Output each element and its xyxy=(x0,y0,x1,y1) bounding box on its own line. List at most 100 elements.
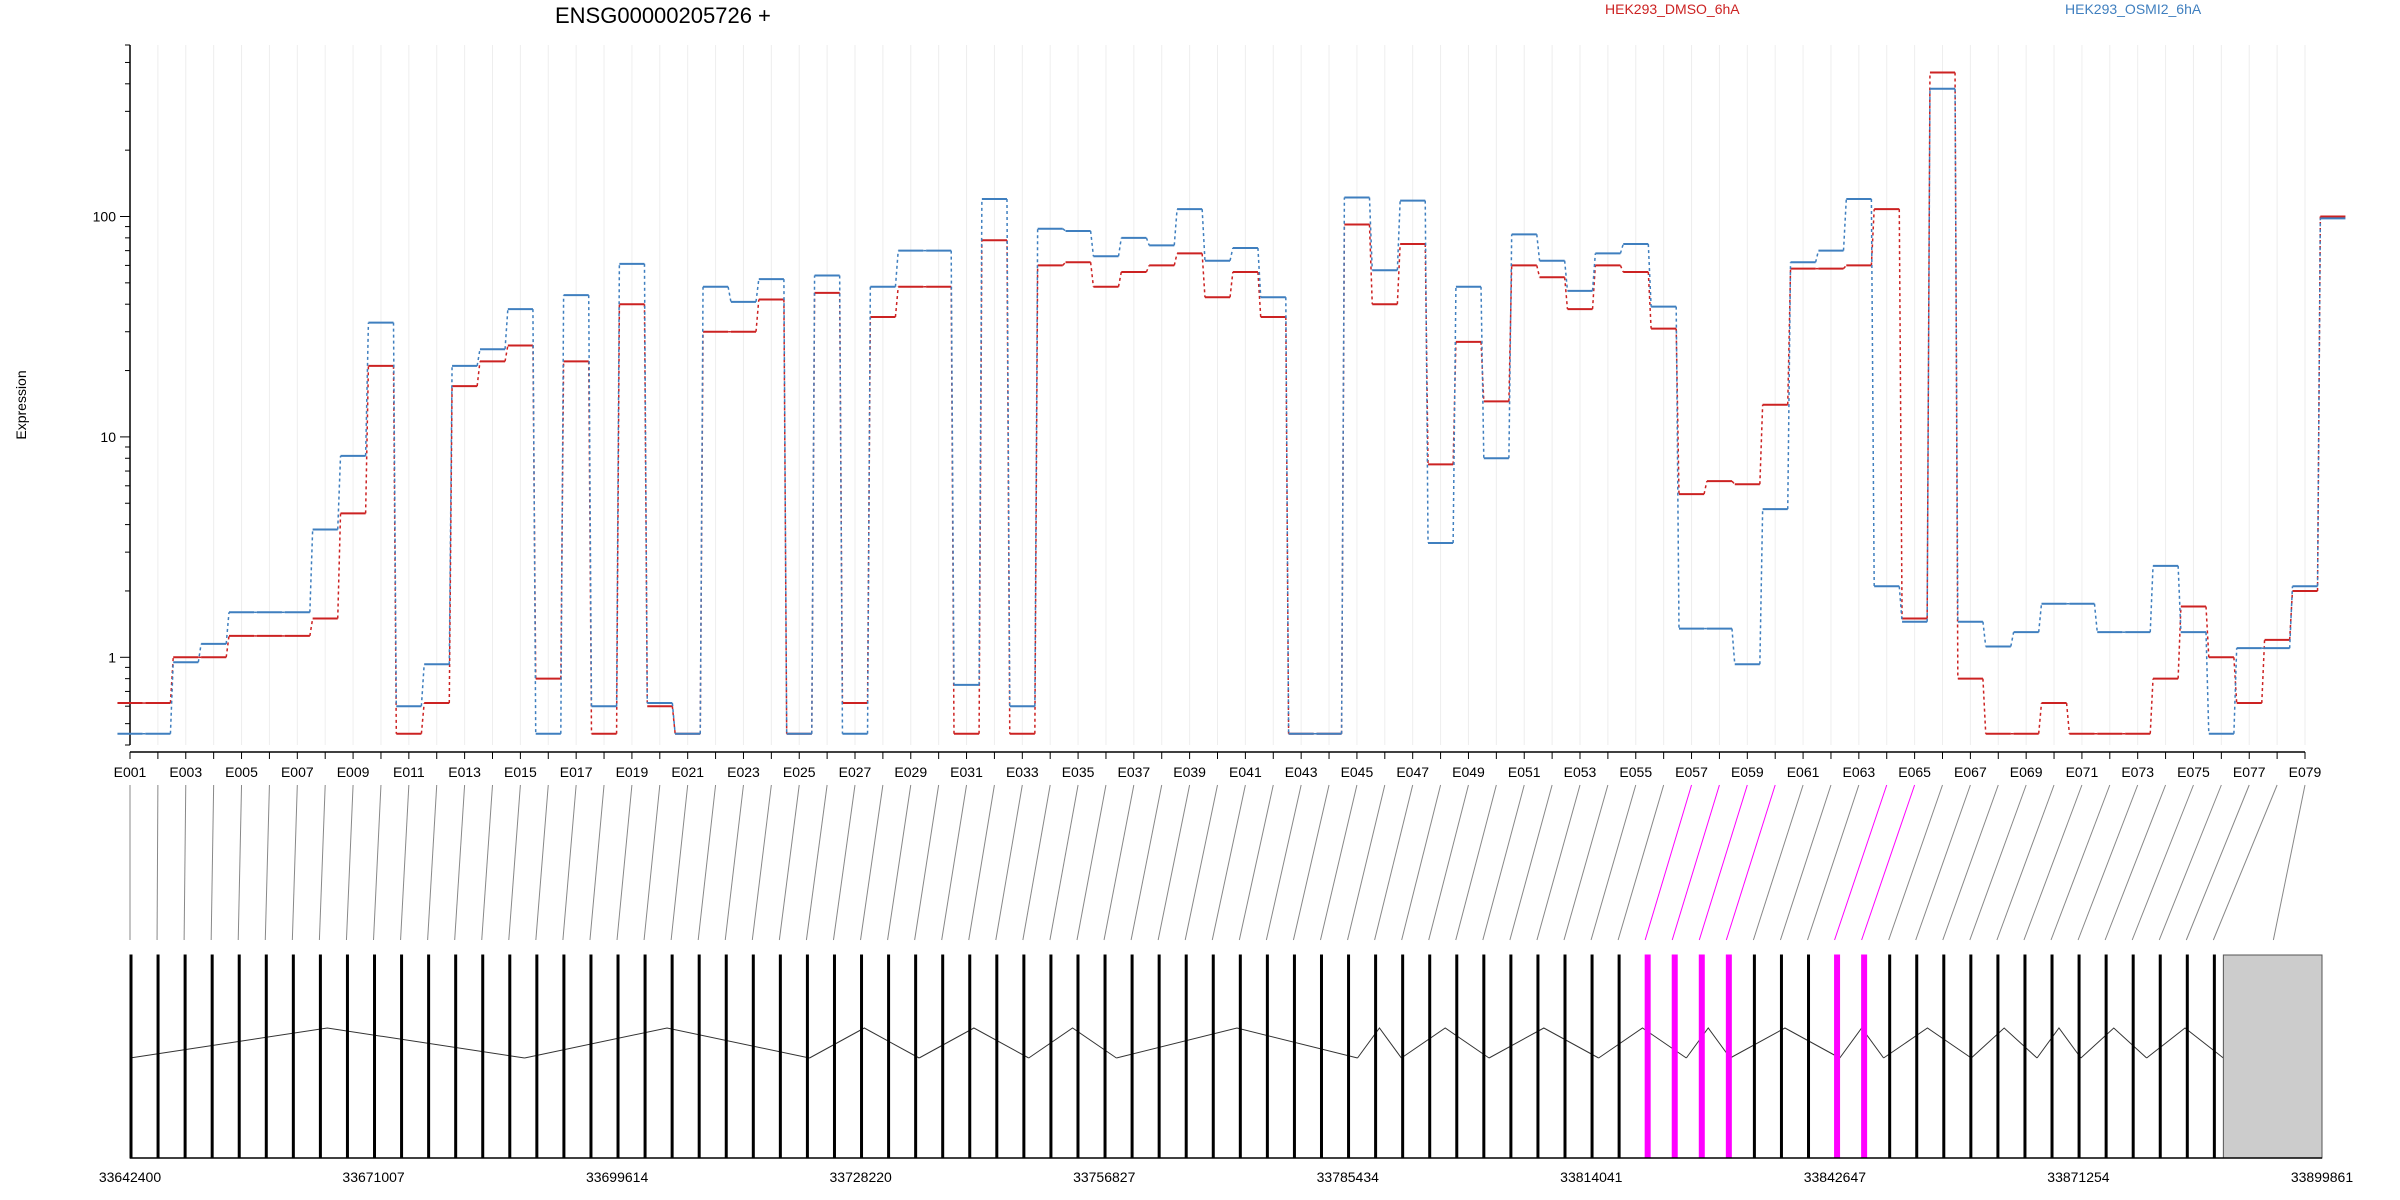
exon-box xyxy=(183,954,187,1159)
exon-box xyxy=(400,954,404,1159)
exon-tick-label: E031 xyxy=(950,764,983,780)
exon-tick-label: E049 xyxy=(1452,764,1485,780)
step-connector xyxy=(1340,197,1346,734)
step-connector xyxy=(1814,250,1820,263)
exon-box-highlighted xyxy=(1834,954,1841,1159)
exon-box xyxy=(1590,954,1594,1159)
exon-tick-label: E029 xyxy=(894,764,927,780)
intron-line xyxy=(1598,1027,1687,1059)
step-connector xyxy=(838,275,844,734)
exon-tick-label: E057 xyxy=(1675,764,1708,780)
exon-box xyxy=(1049,954,1053,1159)
step-connector xyxy=(1842,199,1848,251)
step-connector xyxy=(1982,678,1987,734)
connector xyxy=(724,784,744,941)
step-connector xyxy=(1759,404,1764,485)
step-connector xyxy=(1117,237,1123,257)
exon-box xyxy=(2050,954,2054,1159)
connector xyxy=(2077,784,2139,941)
exon-box xyxy=(508,954,512,1159)
exon-box xyxy=(1292,954,1296,1159)
connector xyxy=(1779,784,1832,941)
exon-box xyxy=(724,954,728,1159)
connector xyxy=(400,784,410,941)
intron-line xyxy=(1883,1027,1972,1059)
connector xyxy=(1807,784,1860,941)
exon-box xyxy=(670,954,674,1159)
step-connector xyxy=(2149,565,2154,633)
connector xyxy=(1401,784,1442,941)
connector xyxy=(941,784,968,941)
exon-box xyxy=(2158,954,2162,1159)
step-connector xyxy=(1926,88,1931,622)
connector xyxy=(778,784,800,941)
step-connector xyxy=(1731,480,1736,485)
legend-entry-osmi2: HEK293_OSMI2_6hA xyxy=(2065,1,2202,17)
figure-title: ENSG00000205726 + xyxy=(555,3,771,28)
genomic-coordinate-axis: 33642400 33671007 33699614 33728220 33756827… xyxy=(99,1169,2354,1185)
intron-line xyxy=(1729,1027,1841,1059)
connector xyxy=(318,784,326,941)
step-connector xyxy=(727,286,732,302)
step-connector xyxy=(1368,224,1374,305)
connector xyxy=(1130,784,1163,941)
exon-box xyxy=(1130,954,1134,1159)
step-connector xyxy=(615,263,621,707)
step-connector xyxy=(1786,262,1792,510)
exon-box xyxy=(1374,954,1378,1159)
intron-line xyxy=(1028,1027,1117,1059)
exon-box xyxy=(1022,954,1026,1159)
step-connector xyxy=(476,361,481,387)
step-connector xyxy=(978,199,983,685)
exon-box xyxy=(697,954,701,1159)
step-connector xyxy=(2316,218,2322,587)
intron-line xyxy=(129,1027,525,1059)
connector xyxy=(805,784,828,941)
step-connector xyxy=(2010,632,2015,647)
step-connector xyxy=(1396,244,1401,305)
series-osmi2 xyxy=(117,87,2346,735)
connector xyxy=(1347,784,1386,941)
exon-tick-label: E023 xyxy=(727,764,760,780)
exon-box xyxy=(941,954,945,1159)
step-connector xyxy=(1452,286,1457,544)
coordinate-label: 33899861 xyxy=(2291,1169,2354,1185)
step-connector xyxy=(1536,265,1541,278)
exon-tick-label: E047 xyxy=(1396,764,1429,780)
exon-box xyxy=(1265,954,1269,1159)
exon-box xyxy=(237,954,241,1159)
step-connector xyxy=(420,664,425,707)
exon-box xyxy=(562,954,566,1159)
exon-tick-label: E043 xyxy=(1285,764,1318,780)
exon-box xyxy=(2023,954,2027,1159)
step-connector xyxy=(755,299,760,332)
exon-box xyxy=(1509,954,1513,1159)
connector xyxy=(1103,784,1135,941)
step-connector xyxy=(1089,262,1095,287)
coordinate-label: 33728220 xyxy=(830,1169,893,1185)
exon-box xyxy=(1211,954,1215,1159)
connector xyxy=(535,784,549,941)
connector xyxy=(832,784,856,941)
y-tick-label: 1 xyxy=(108,649,116,665)
connector xyxy=(860,784,884,941)
exon-box xyxy=(1915,954,1919,1159)
gene-model-track xyxy=(129,954,2323,1159)
step-connector xyxy=(560,295,565,734)
exon-tick-label: E053 xyxy=(1564,764,1597,780)
exon-box xyxy=(129,954,133,1159)
step-connector xyxy=(1619,265,1624,273)
exon-box xyxy=(751,954,755,1159)
step-connector xyxy=(1368,197,1374,271)
step-connector xyxy=(671,702,676,734)
step-connector xyxy=(1508,265,1513,402)
step-connector xyxy=(1089,230,1095,257)
connector xyxy=(1076,784,1107,941)
exon-box xyxy=(1401,954,1405,1159)
exon-box xyxy=(1482,954,1486,1159)
step-connector xyxy=(1145,237,1150,246)
exon-tick-label: E037 xyxy=(1117,764,1150,780)
exon-box xyxy=(1996,954,2000,1159)
exon-box xyxy=(210,954,214,1159)
exon-tick-label: E045 xyxy=(1341,764,1374,780)
